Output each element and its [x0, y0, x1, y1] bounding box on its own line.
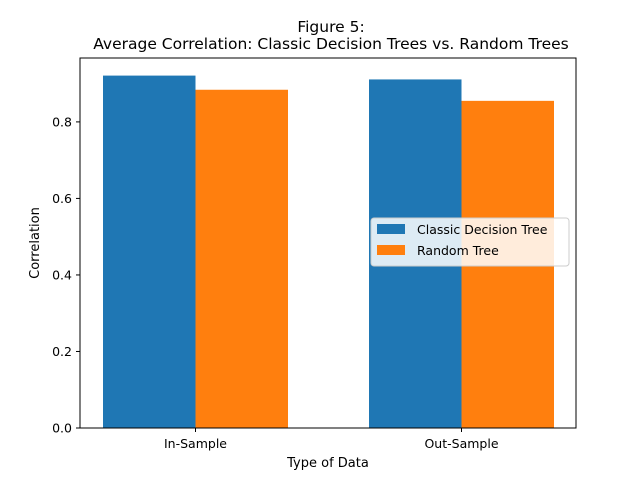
legend-box — [370, 217, 570, 267]
y-axis-label: Correlation — [28, 207, 43, 279]
chart-title: Figure 5: — [297, 18, 364, 36]
x-axis-label: Type of Data — [286, 456, 369, 471]
bar-random-in-sample — [195, 89, 288, 428]
y-tick-label: 0.4 — [52, 267, 72, 282]
y-tick-label: 0.6 — [52, 191, 72, 206]
legend-label: Random Tree — [417, 243, 499, 258]
plot-frame — [79, 57, 577, 429]
x-tick-label: In-Sample — [164, 436, 227, 451]
y-tick-label: 0.2 — [52, 344, 72, 359]
y-tick-label: 0.8 — [52, 114, 72, 129]
legend-swatch — [377, 245, 405, 255]
y-tick-label: 0.0 — [52, 421, 72, 436]
x-axis: In-Sample Out-Sample — [164, 428, 499, 451]
bar-classic-in-sample — [103, 75, 196, 428]
legend-swatch — [377, 224, 405, 234]
y-axis: 0.0 0.2 0.4 0.6 0.8 — [52, 114, 80, 436]
chart-subtitle: Average Correlation: Classic Decision Tr… — [93, 35, 569, 53]
x-tick-label: Out-Sample — [424, 436, 498, 451]
legend-label: Classic Decision Tree — [417, 222, 548, 237]
legend: Classic Decision Tree Random Tree — [370, 217, 570, 267]
